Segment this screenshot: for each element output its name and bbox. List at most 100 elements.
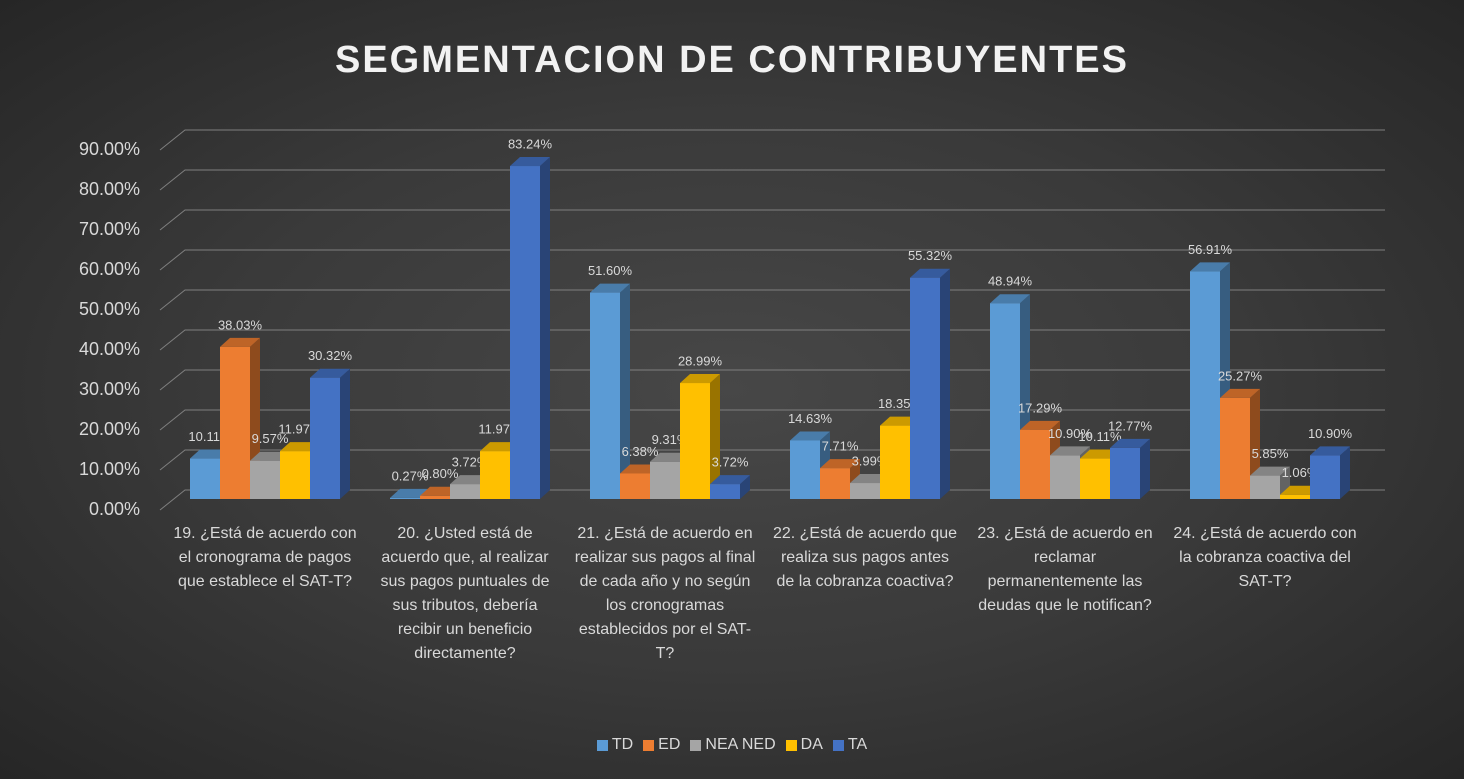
bar (190, 458, 220, 499)
bar-top (1250, 466, 1290, 476)
data-label: 3.99% (852, 453, 889, 468)
legend-swatch (643, 739, 655, 751)
data-label: 1.06% (1282, 465, 1319, 480)
data-label: 25.27% (1218, 368, 1263, 383)
grid-line (159, 249, 1385, 271)
bar (510, 166, 540, 500)
x-tick-label: 20. ¿Usted está de acuerdo que, al reali… (380, 525, 550, 662)
y-tick-label: 60.00% (79, 259, 140, 279)
y-tick-label: 40.00% (79, 339, 140, 359)
bar (310, 377, 340, 499)
bar (1110, 447, 1140, 499)
data-label: 0.80% (422, 466, 459, 481)
data-label: 48.94% (988, 274, 1033, 289)
grid-line (159, 489, 1385, 511)
bar-side (710, 374, 720, 499)
bar (280, 451, 310, 499)
bar (1050, 455, 1080, 499)
legend-label: ED (658, 736, 681, 753)
data-label: 3.72% (452, 455, 489, 470)
legend-item: DA (785, 736, 823, 754)
bar-top (1110, 438, 1150, 448)
bar (850, 483, 880, 499)
legend-swatch (785, 739, 797, 751)
data-label: 28.99% (678, 353, 723, 368)
bar-side (340, 368, 350, 499)
data-label: 55.32% (908, 248, 953, 263)
grid-line (159, 449, 1385, 471)
data-label: 9.31% (652, 432, 689, 447)
x-tick-label: 21. ¿Está de acuerdo en realizar sus pag… (574, 525, 756, 662)
y-tick-label: 10.00% (79, 459, 140, 479)
data-label: 17.29% (1018, 400, 1063, 415)
bar-top (310, 368, 350, 378)
grid-line (159, 169, 1385, 191)
data-label: 10.90% (1048, 426, 1093, 441)
bar (590, 292, 620, 499)
bar (1250, 475, 1280, 499)
bar-top (1020, 420, 1060, 430)
legend-swatch (596, 739, 608, 751)
grid-line (159, 409, 1385, 431)
data-label: 83.24% (508, 136, 553, 151)
data-label: 7.71% (822, 439, 859, 454)
bar-top (1310, 446, 1350, 456)
legend-label: TD (611, 736, 634, 753)
bar (710, 484, 740, 499)
x-tick-label: 22. ¿Está de acuerdo que realiza sus pag… (772, 525, 958, 590)
bar-top (390, 488, 430, 498)
bar-side (540, 157, 550, 500)
bar (420, 495, 450, 499)
data-label: 10.90% (1308, 426, 1353, 441)
bar (480, 451, 510, 499)
grid-line (159, 369, 1385, 391)
bar (1310, 455, 1340, 499)
bar (390, 497, 420, 499)
grid-line (159, 209, 1385, 231)
y-tick-label: 0.00% (89, 499, 140, 519)
data-label: 30.32% (308, 348, 353, 363)
bar-top (1190, 262, 1230, 272)
bar (1190, 271, 1220, 499)
bar-side (620, 283, 630, 499)
bar (250, 460, 280, 499)
bar-top (590, 283, 630, 293)
bar (1280, 494, 1310, 499)
bar (1220, 397, 1250, 499)
legend-item: TD (596, 736, 634, 754)
bar-side (740, 475, 750, 499)
legend-item: ED (643, 736, 680, 754)
y-tick-label: 20.00% (79, 419, 140, 439)
y-tick-label: 80.00% (79, 179, 140, 199)
legend-label: NEA NED (705, 736, 776, 753)
y-tick-label: 90.00% (79, 139, 140, 159)
data-label: 0.27% (392, 468, 429, 483)
data-label: 51.60% (588, 263, 633, 278)
bar (880, 425, 910, 499)
bar-top (220, 337, 260, 347)
data-label: 6.38% (622, 444, 659, 459)
legend-item: NEA NED (690, 736, 776, 754)
bar-top (990, 294, 1030, 304)
x-tick-label: 24. ¿Está de acuerdo con la cobranza coa… (1173, 525, 1357, 590)
chart-title: SEGMENTACION DE CONTRIBUYENTES (335, 39, 1129, 81)
bar (650, 461, 680, 499)
data-label: 56.91% (1188, 242, 1233, 257)
bar-top (910, 268, 950, 278)
data-label: 10.11% (1078, 429, 1122, 444)
bar (790, 440, 820, 499)
x-tick-label: 19. ¿Está de acuerdo con el cronograma d… (173, 525, 357, 590)
bar (1080, 458, 1110, 499)
bar (820, 468, 850, 499)
legend-label: DA (800, 736, 823, 753)
legend-label: TA (847, 736, 868, 753)
bar-top (790, 431, 830, 441)
bar (1020, 429, 1050, 499)
bar-top (510, 157, 550, 167)
grid-line (159, 129, 1385, 151)
y-tick-label: 50.00% (79, 299, 140, 319)
bar-side (940, 268, 950, 499)
bar (910, 277, 940, 499)
